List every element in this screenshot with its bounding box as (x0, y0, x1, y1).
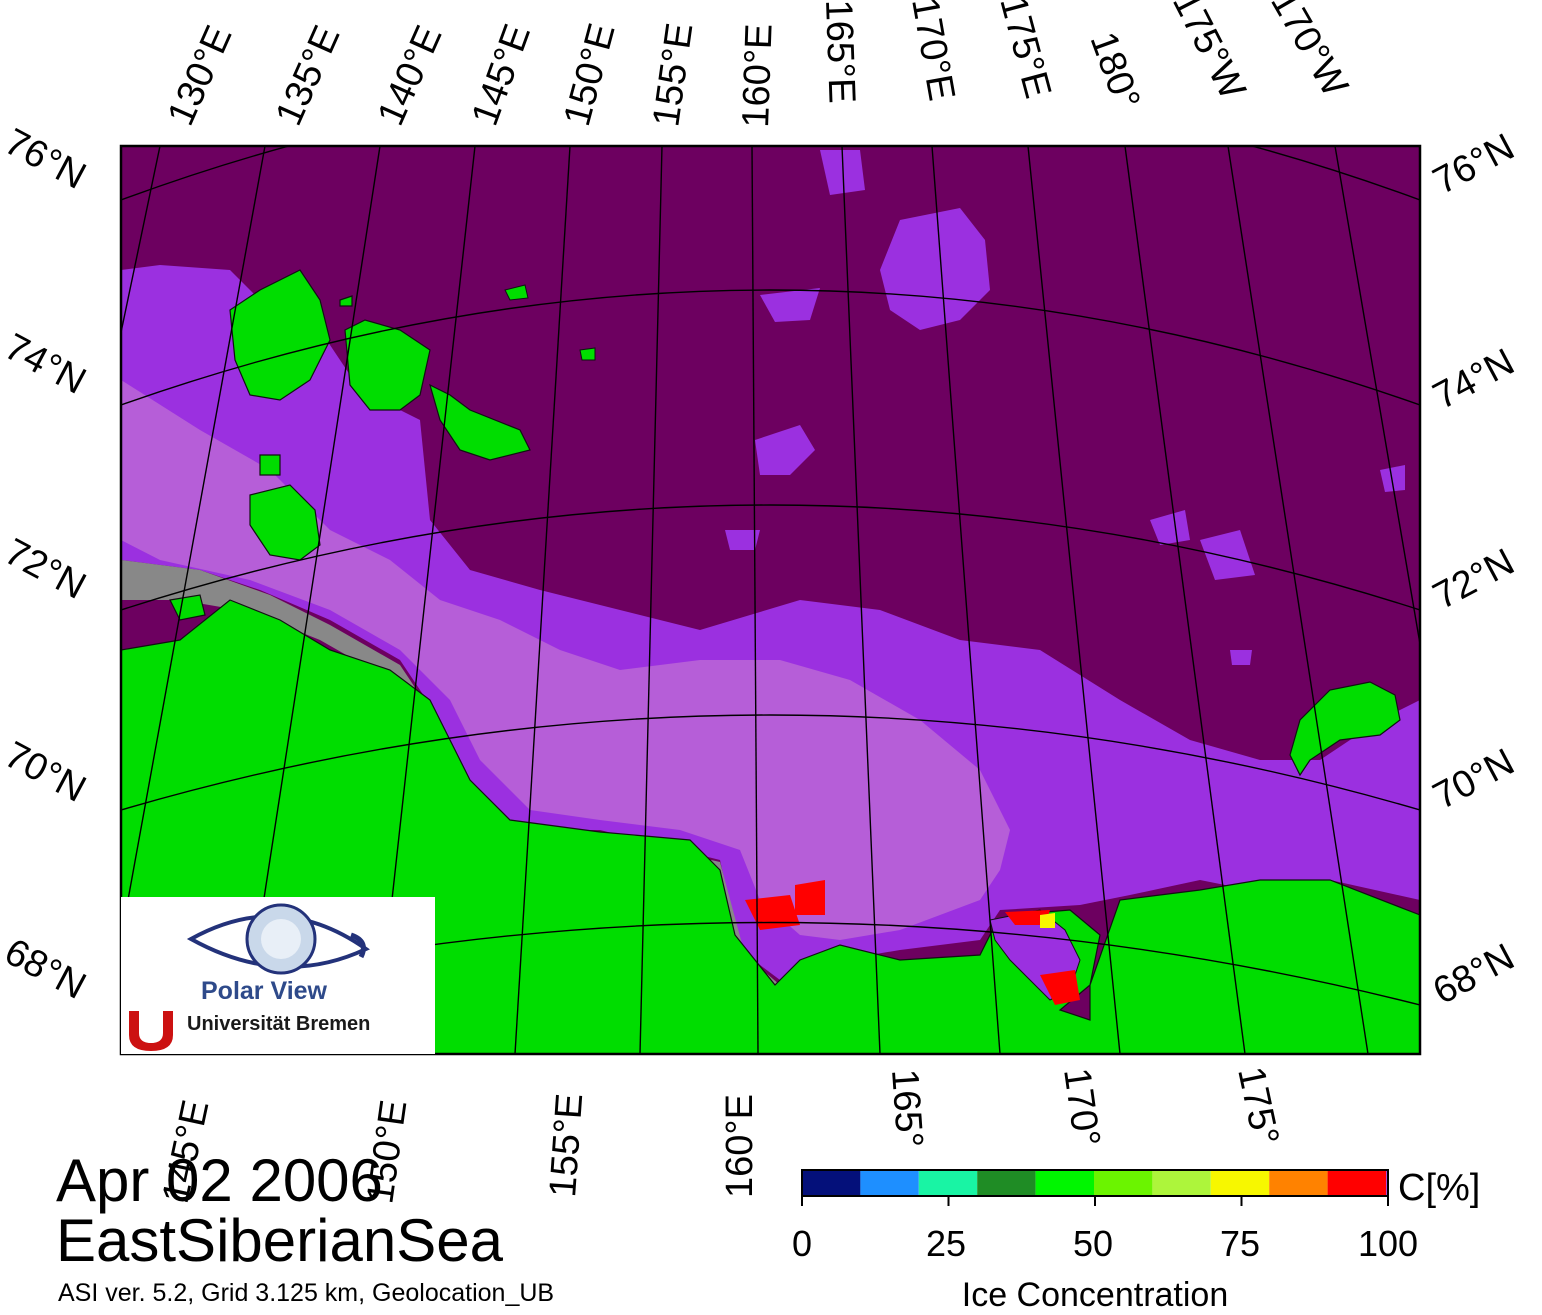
lon-label: 170° (1055, 1065, 1108, 1149)
lon-label: 135°E (268, 20, 349, 132)
ice-field-dense (121, 265, 1420, 980)
top-longitude-labels: 130°E 135°E 140°E 145°E 150°E 155°E 160°… (160, 0, 1356, 132)
logo-name: Polar View (201, 977, 327, 1005)
colorbar-swatch (1327, 1170, 1386, 1196)
colorbar-tick: 75 (1219, 1223, 1261, 1264)
date-title: Apr 02 2006 (56, 1147, 383, 1214)
colorbar-swatch (802, 1170, 861, 1196)
colorbar-unit: C[%] (1398, 1167, 1481, 1209)
lat-label: 68°N (0, 931, 92, 1008)
colorbar-swatch (918, 1170, 978, 1196)
colorbar-swatch (860, 1170, 919, 1196)
lat-label: 72°N (0, 531, 92, 608)
colorbar-tick: 50 (1072, 1223, 1114, 1264)
colorbar-swatch (977, 1170, 1036, 1196)
lon-label: 150°E (556, 19, 623, 130)
lat-label: 70°N (1427, 741, 1522, 818)
colorbar-tick: 0 (791, 1223, 813, 1264)
lon-label: 175° (1229, 1063, 1286, 1149)
footer-note: ASI ver. 5.2, Grid 3.125 km, Geolocation… (58, 1279, 555, 1307)
colorbar-swatch (1094, 1170, 1153, 1196)
colorbar-swatch (1210, 1170, 1270, 1196)
lat-label: 74°N (0, 326, 92, 403)
lon-label: 165°E (817, 0, 863, 104)
lon-label: 155°E (542, 1092, 591, 1199)
lon-label: 160°E (719, 1094, 761, 1198)
colorbar-label: Ice Concentration (961, 1276, 1229, 1314)
lat-label: 72°N (1427, 541, 1522, 618)
lon-label: 175°E (991, 0, 1058, 103)
lon-label: 165° (883, 1068, 930, 1149)
logo-institution: Universität Bremen (187, 1013, 371, 1035)
eye-icon (129, 903, 370, 1051)
lat-label: 76°N (1427, 126, 1522, 203)
left-latitude-labels: 76°N 74°N 72°N 70°N 68°N (0, 121, 92, 1008)
ice-field-fast (121, 380, 1010, 940)
lon-label: 130°E (160, 20, 241, 132)
lat-label: 70°N (0, 734, 92, 811)
region-title: EastSiberianSea (56, 1207, 503, 1274)
lon-label: 140°E (370, 20, 451, 132)
lon-label: 160°E (735, 23, 781, 128)
lon-label: 145°E (464, 19, 539, 131)
new-siberian-islands (169, 269, 531, 621)
lon-label: 180° (1082, 27, 1148, 115)
mainland-siberia (121, 599, 1420, 1054)
right-latitude-labels: 76°N 74°N 72°N 70°N 68°N (1427, 126, 1522, 1013)
lat-label: 76°N (0, 121, 92, 198)
bay-ice-yellow (1040, 913, 1055, 928)
bremen-emblem-icon (129, 1011, 173, 1051)
lon-label: 170°W (1262, 0, 1356, 104)
map-frame (119, 144, 1422, 1056)
colorbar-swatch (1386, 1170, 1387, 1196)
lat-label: 74°N (1427, 341, 1522, 418)
colorbar-swatch (1152, 1170, 1211, 1196)
colorbar-swatch (1035, 1170, 1094, 1196)
colorbar-swatch (1269, 1170, 1328, 1196)
colorbar (801, 1169, 1389, 1206)
lon-label: 170°E (903, 0, 962, 104)
lon-label: 155°E (645, 20, 701, 129)
small-island (504, 284, 596, 361)
lon-label: 175°W (1164, 0, 1253, 106)
polar-view-logo: Polar View Universität Bremen (121, 897, 435, 1054)
wrangel-island (1289, 681, 1401, 777)
colorbar-tick: 25 (925, 1223, 967, 1264)
lat-label: 68°N (1427, 936, 1522, 1013)
colorbar-tick: 100 (1357, 1223, 1419, 1264)
